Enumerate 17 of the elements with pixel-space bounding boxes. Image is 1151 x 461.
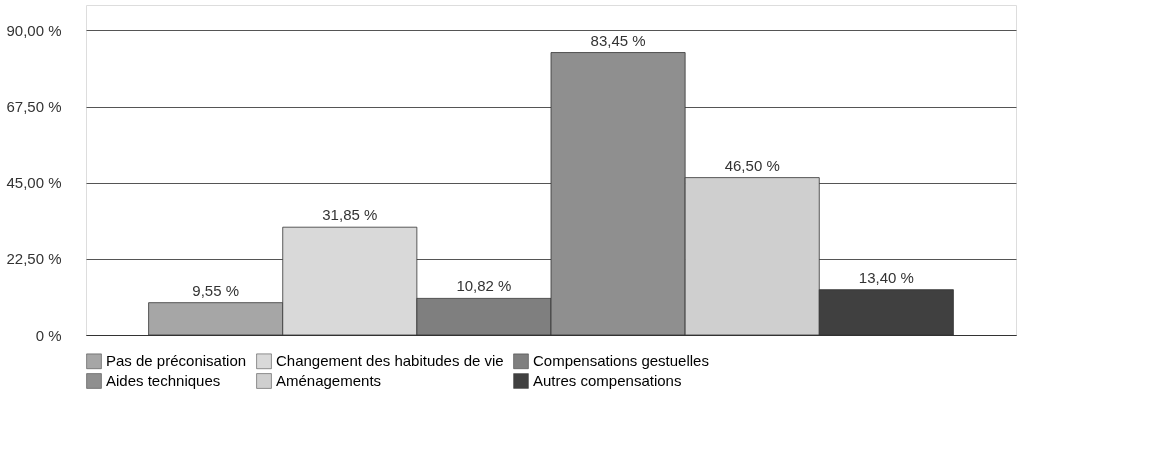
data-label: 83,45 %	[590, 31, 646, 49]
y-tick-label: 22,50 %	[6, 250, 62, 268]
legend-label: Autres compensations	[533, 372, 682, 389]
data-label: 10,82 %	[456, 277, 512, 295]
legend-label: Aménagements	[276, 372, 382, 389]
legend-label: Aides techniques	[106, 372, 221, 389]
data-label: 31,85 %	[322, 206, 378, 224]
y-tick-label: 67,50 %	[6, 98, 62, 116]
y-tick-label: 45,00 %	[6, 174, 62, 192]
data-label: 13,40 %	[858, 268, 914, 286]
data-label: 46,50 %	[724, 156, 780, 174]
legend-label: Pas de préconisation	[106, 352, 247, 370]
y-tick-label: 90,00 %	[6, 21, 62, 39]
legend-label: Compensations gestuelles	[533, 352, 709, 370]
y-tick-label: 0 %	[35, 326, 62, 344]
data-label: 9,55 %	[192, 281, 240, 299]
legend-label: Changement des habitudes de vie	[276, 352, 504, 370]
